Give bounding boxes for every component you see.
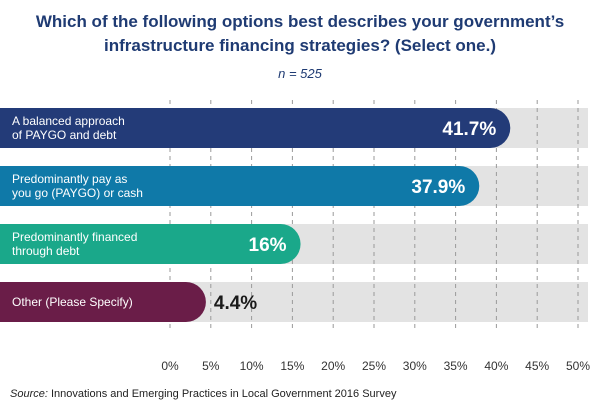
bar bbox=[0, 166, 480, 206]
x-tick-label: 5% bbox=[202, 359, 220, 373]
x-tick-label: 10% bbox=[240, 359, 264, 373]
value-label: 4.4% bbox=[214, 293, 257, 314]
x-tick-label: 30% bbox=[403, 359, 427, 373]
category-label: A balanced approach bbox=[12, 114, 125, 128]
source-text: Innovations and Emerging Practices in Lo… bbox=[47, 388, 397, 400]
source-label: Source: bbox=[10, 388, 48, 400]
bar bbox=[0, 108, 511, 148]
value-label: 37.9% bbox=[411, 177, 465, 198]
category-label: Predominantly pay as bbox=[12, 172, 127, 186]
category-label: Other (Please Specify) bbox=[12, 295, 133, 309]
x-tick-label: 0% bbox=[161, 359, 179, 373]
category-label: of PAYGO and debt bbox=[12, 128, 117, 142]
x-tick-label: 20% bbox=[321, 359, 345, 373]
bar bbox=[0, 224, 301, 264]
category-label: you go (PAYGO) or cash bbox=[12, 186, 143, 200]
x-tick-label: 25% bbox=[362, 359, 386, 373]
x-tick-label: 50% bbox=[566, 359, 590, 373]
x-tick-label: 40% bbox=[484, 359, 508, 373]
bar bbox=[0, 282, 206, 322]
source-note: Source: Innovations and Emerging Practic… bbox=[10, 388, 396, 400]
chart-subtitle: n = 525 bbox=[278, 66, 322, 81]
x-tick-label: 45% bbox=[525, 359, 549, 373]
x-tick-label: 35% bbox=[444, 359, 468, 373]
category-label: through debt bbox=[12, 244, 80, 258]
value-label: 16% bbox=[249, 235, 287, 256]
chart-title: Which of the following options best desc… bbox=[35, 12, 565, 55]
x-tick-label: 15% bbox=[280, 359, 304, 373]
value-label: 41.7% bbox=[442, 119, 496, 140]
category-label: Predominantly financed bbox=[12, 230, 137, 244]
